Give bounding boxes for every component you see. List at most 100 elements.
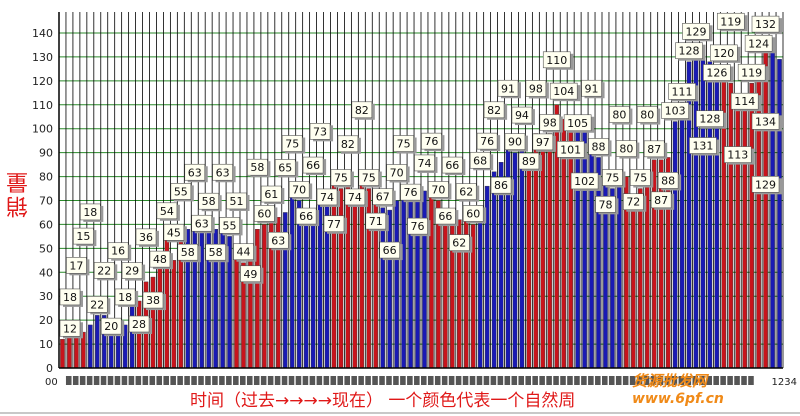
x-tick-label	[685, 376, 692, 385]
bar	[707, 61, 713, 369]
data-label-box	[386, 164, 407, 181]
data-label-box	[675, 42, 703, 60]
bar	[679, 102, 685, 369]
x-tick-label	[483, 376, 490, 385]
x-tick-label	[246, 376, 253, 385]
data-label-box	[254, 205, 275, 222]
divider	[0, 412, 800, 414]
bar	[380, 207, 386, 369]
data-label-box	[93, 262, 115, 279]
data-label: 78	[598, 198, 612, 211]
y-tick-label: 60	[39, 218, 53, 231]
bar	[192, 217, 198, 369]
bar	[352, 190, 358, 369]
x-tick-label	[455, 376, 462, 385]
data-label: 20	[104, 320, 118, 333]
y-tick-label: 70	[39, 195, 53, 208]
bar	[477, 205, 483, 369]
data-label-box	[365, 212, 387, 230]
data-label-box	[233, 243, 254, 261]
bar	[491, 171, 497, 369]
data-label-box	[442, 156, 463, 174]
data-label-box	[623, 193, 644, 211]
x-tick-label	[344, 376, 350, 385]
data-label-box	[80, 203, 101, 221]
bar	[651, 159, 657, 369]
x-tick-label	[386, 376, 392, 385]
x-tick-label	[198, 376, 204, 385]
y-tick-label: 20	[39, 314, 53, 327]
y-tick-label: 50	[39, 242, 53, 255]
data-label-box	[295, 207, 317, 225]
data-label-box	[288, 181, 310, 198]
x-tick-label	[253, 376, 260, 385]
data-label-box	[323, 215, 345, 233]
data-label: 86	[494, 179, 508, 192]
data-label-box	[240, 265, 261, 283]
data-label-box	[135, 228, 157, 246]
bar	[331, 183, 337, 369]
x-tick-label	[525, 376, 531, 385]
data-label: 71	[369, 215, 383, 228]
bar	[519, 142, 525, 369]
bar	[610, 188, 615, 369]
bar	[401, 188, 406, 369]
x-tick-label	[720, 376, 726, 385]
data-label: 76	[411, 220, 425, 233]
bar	[700, 54, 706, 369]
y-tick-label: 140	[32, 27, 53, 40]
bar	[568, 126, 573, 369]
x-tick-label	[149, 376, 156, 385]
data-label: 17	[69, 259, 83, 272]
data-label-box	[337, 135, 359, 153]
data-label-box	[549, 82, 578, 100]
x-tick-label	[219, 376, 225, 385]
x-tick-label	[142, 376, 149, 385]
data-label: 62	[452, 237, 466, 250]
x-tick-label	[441, 376, 448, 385]
x-tick-label	[128, 376, 135, 385]
watermark-line2: www.6pf.cn	[632, 391, 724, 407]
bar	[672, 121, 678, 369]
x-tick-label	[107, 376, 114, 385]
data-label-box	[525, 80, 547, 97]
data-label-box	[351, 101, 373, 119]
x-tick-label	[741, 376, 747, 385]
data-label: 76	[404, 186, 418, 199]
x-tick-label	[170, 376, 176, 385]
bar	[742, 95, 747, 369]
x-tick-label	[643, 376, 650, 385]
data-label-box	[581, 79, 602, 97]
data-label: 60	[466, 207, 480, 220]
data-label: 104	[553, 85, 574, 98]
data-label: 74	[348, 191, 362, 204]
x-tick-label	[226, 376, 232, 385]
data-label: 36	[139, 231, 153, 244]
x-tick-label	[657, 376, 664, 385]
bar	[450, 209, 455, 369]
x-tick-label	[365, 376, 371, 385]
x-tick-label	[497, 376, 504, 385]
data-label: 75	[285, 138, 299, 151]
bar	[728, 83, 734, 369]
x-tick-label	[434, 376, 441, 385]
y-tick-label: 30	[39, 290, 53, 303]
x-tick-label	[748, 376, 754, 385]
bar	[638, 188, 643, 369]
bar	[220, 217, 225, 369]
data-label: 18	[63, 291, 77, 304]
x-tick-label	[65, 376, 72, 385]
data-label-box	[358, 169, 380, 186]
data-label-box	[462, 205, 484, 222]
data-label: 80	[640, 109, 654, 122]
x-tick-label	[233, 376, 239, 385]
data-label: 111	[672, 85, 693, 98]
data-label: 58	[202, 195, 216, 208]
data-label: 75	[397, 138, 411, 151]
x-tick-label	[309, 376, 316, 385]
data-label-box	[532, 133, 554, 151]
x-tick-label	[490, 376, 497, 385]
bar	[289, 188, 295, 369]
data-label-box	[212, 163, 233, 181]
data-label-box	[636, 106, 658, 123]
